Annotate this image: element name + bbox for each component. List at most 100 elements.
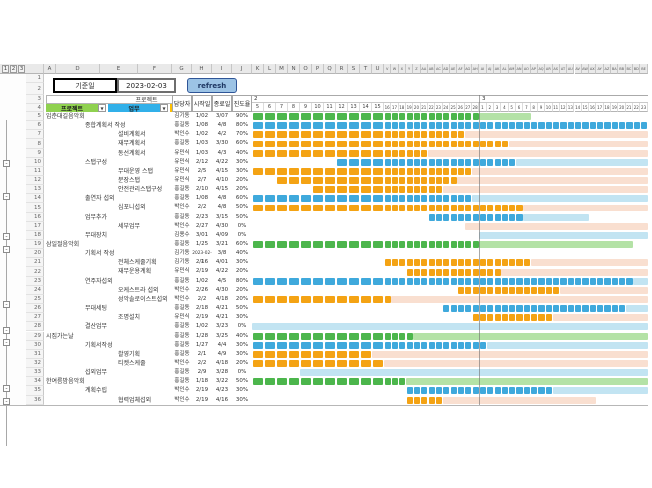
- start-date-cell[interactable]: 2/19: [195, 314, 209, 321]
- row-number-18[interactable]: 18: [26, 230, 44, 241]
- column-letter-BA[interactable]: BA: [611, 64, 619, 74]
- progress-cell[interactable]: 40%: [235, 149, 249, 156]
- row-number-15[interactable]: 15: [26, 203, 44, 213]
- progress-cell[interactable]: 0%: [237, 323, 247, 330]
- column-letter-AS[interactable]: AS: [552, 64, 560, 74]
- task-name-cell[interactable]: 티켓스케줄: [118, 359, 146, 367]
- column-letter-S[interactable]: S: [348, 64, 360, 74]
- start-date-cell[interactable]: 2/18: [195, 305, 209, 312]
- task-name-cell[interactable]: 재무운용계획: [118, 268, 152, 276]
- owner-cell[interactable]: 박인수: [174, 396, 190, 403]
- end-date-cell[interactable]: 4/9: [217, 350, 227, 357]
- row-number-30[interactable]: 30: [26, 340, 44, 350]
- start-date-cell[interactable]: 2/16: [195, 259, 209, 266]
- task-name-cell[interactable]: 종합계획서 작성: [85, 122, 126, 130]
- start-date-cell[interactable]: 1/02: [195, 113, 209, 119]
- owner-cell[interactable]: 홍길동: [174, 195, 190, 202]
- progress-cell[interactable]: 50%: [235, 305, 249, 312]
- column-letter-X[interactable]: X: [398, 64, 406, 74]
- end-date-cell[interactable]: 4/3: [217, 149, 227, 156]
- task-name-cell[interactable]: 무대장치: [85, 231, 108, 239]
- outline-collapse-button[interactable]: -: [3, 327, 10, 334]
- task-name-cell[interactable]: 심포니섭외: [118, 204, 146, 212]
- column-letter-T[interactable]: T: [360, 64, 372, 74]
- owner-cell[interactable]: 홍길동: [174, 350, 190, 357]
- column-letter-E[interactable]: E: [100, 64, 138, 74]
- progress-cell[interactable]: 30%: [235, 259, 249, 266]
- progress-cell[interactable]: 80%: [235, 122, 249, 129]
- column-letter-AR[interactable]: AR: [545, 64, 553, 74]
- end-date-cell[interactable]: 4/4: [217, 341, 227, 348]
- column-letter-N[interactable]: N: [288, 64, 300, 74]
- column-letter-AE[interactable]: AE: [449, 64, 458, 74]
- task-name-cell[interactable]: 입춘대길음악회: [46, 113, 85, 120]
- end-date-cell[interactable]: 4/30: [215, 222, 229, 229]
- end-date-cell[interactable]: 4/10: [215, 177, 229, 184]
- start-date-cell[interactable]: 2023-02-3: [192, 251, 212, 266]
- column-letter-AA[interactable]: AA: [420, 64, 428, 74]
- start-date-cell[interactable]: 1/25: [195, 241, 209, 248]
- end-date-cell[interactable]: 4/15: [215, 167, 229, 174]
- column-letter-AB[interactable]: AB: [427, 64, 436, 74]
- owner-cell[interactable]: 유민식: [174, 167, 190, 174]
- start-date-cell[interactable]: 2/27: [195, 222, 209, 229]
- column-letter-K[interactable]: K: [252, 64, 264, 74]
- start-date-cell[interactable]: 2/5: [197, 167, 207, 174]
- task-name-cell[interactable]: 재무계획서: [118, 140, 146, 148]
- end-date-cell[interactable]: 3/15: [215, 213, 229, 220]
- progress-cell[interactable]: 70%: [235, 131, 249, 138]
- progress-cell[interactable]: 80%: [235, 277, 249, 284]
- column-letter-M[interactable]: M: [276, 64, 288, 74]
- row-number-35[interactable]: 35: [26, 386, 44, 396]
- column-header-start[interactable]: 시작일: [192, 95, 212, 112]
- owner-cell[interactable]: 박인수: [174, 222, 190, 229]
- outline-collapse-button[interactable]: -: [3, 301, 10, 308]
- column-letter-AM[interactable]: AM: [508, 64, 516, 74]
- end-date-cell[interactable]: 3/8: [217, 250, 227, 257]
- outline-collapse-button[interactable]: -: [3, 193, 10, 200]
- row-number-32[interactable]: 32: [26, 358, 44, 369]
- row-number-2[interactable]: 2: [26, 83, 44, 95]
- row-number-11[interactable]: 11: [26, 166, 44, 177]
- end-date-cell[interactable]: 3/21: [215, 241, 229, 248]
- owner-cell[interactable]: 유민식: [174, 268, 190, 275]
- owner-cell[interactable]: 김기동: [174, 250, 190, 257]
- row-number-9[interactable]: 9: [26, 148, 44, 158]
- task-name-cell[interactable]: 조명설치: [118, 314, 141, 322]
- owner-cell[interactable]: 홍길동: [174, 186, 190, 193]
- row-number-4[interactable]: 4: [26, 104, 44, 112]
- row-number-8[interactable]: 8: [26, 139, 44, 149]
- end-date-cell[interactable]: 4/16: [215, 396, 229, 403]
- task-name-cell[interactable]: 분장스탭: [118, 177, 141, 185]
- start-date-cell[interactable]: 1/28: [195, 332, 209, 339]
- end-date-cell[interactable]: 4/30: [215, 286, 229, 293]
- owner-cell[interactable]: 유민식: [174, 314, 190, 321]
- start-date-cell[interactable]: 2/12: [195, 158, 209, 165]
- end-date-cell[interactable]: 4/22: [215, 158, 229, 165]
- column-letter-G[interactable]: G: [172, 64, 192, 74]
- start-date-cell[interactable]: 2/19: [195, 396, 209, 403]
- owner-cell[interactable]: 홍길동: [174, 369, 190, 376]
- owner-cell[interactable]: 김용수: [174, 231, 190, 238]
- column-letter-AQ[interactable]: AQ: [537, 64, 546, 74]
- task-name-cell[interactable]: 결산업무: [85, 323, 108, 331]
- owner-cell[interactable]: 유민식: [174, 158, 190, 165]
- owner-cell[interactable]: 홍길동: [174, 332, 190, 339]
- column-letter-L[interactable]: L: [264, 64, 276, 74]
- filter-dropdown-project[interactable]: ▼: [98, 104, 106, 112]
- start-date-cell[interactable]: 2/1: [197, 350, 207, 357]
- column-letter-AG[interactable]: AG: [464, 64, 472, 74]
- column-letter-AY[interactable]: AY: [596, 64, 604, 74]
- outline-collapse-button[interactable]: -: [3, 233, 10, 240]
- progress-cell[interactable]: 30%: [235, 314, 249, 321]
- progress-cell[interactable]: 0%: [237, 369, 247, 376]
- start-date-cell[interactable]: 2/9: [197, 369, 207, 376]
- column-letter-V[interactable]: V: [384, 64, 392, 74]
- column-letter-AK[interactable]: AK: [493, 64, 502, 74]
- task-name-cell[interactable]: 무대운영 스탭: [118, 167, 154, 175]
- end-date-cell[interactable]: 3/07: [215, 113, 229, 119]
- row-number-21[interactable]: 21: [26, 258, 44, 268]
- owner-cell[interactable]: 박인수: [174, 204, 190, 211]
- row-number-26[interactable]: 26: [26, 304, 44, 314]
- outline-collapse-button[interactable]: -: [3, 246, 10, 253]
